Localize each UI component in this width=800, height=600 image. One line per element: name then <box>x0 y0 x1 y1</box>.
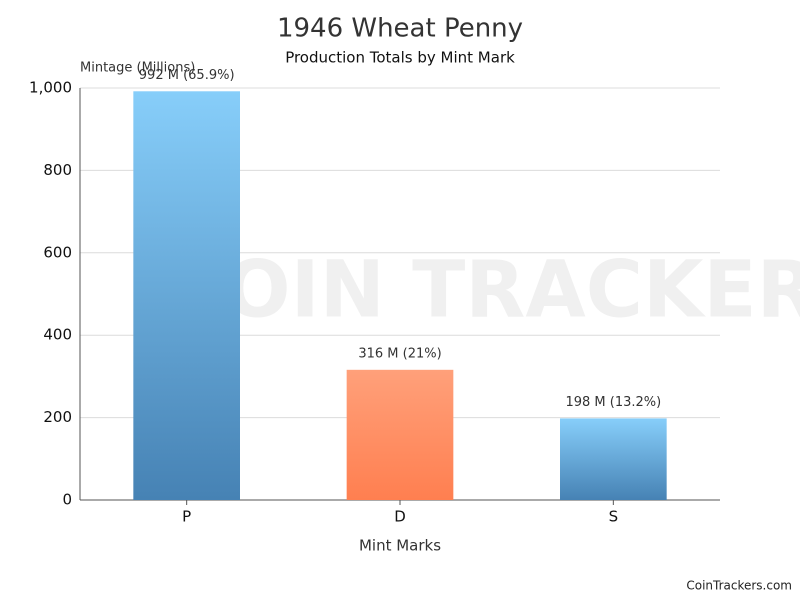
y-tick-label: 200 <box>43 408 72 426</box>
x-tick-label: D <box>394 508 406 526</box>
bar <box>133 91 240 501</box>
y-tick-label: 800 <box>43 161 72 179</box>
value-label: 316 M (21%) <box>358 346 441 361</box>
bar <box>560 418 667 500</box>
chart-subtitle: Production Totals by Mint Mark <box>285 49 515 67</box>
y-tick-label: 1,000 <box>29 79 72 97</box>
bar <box>346 369 454 500</box>
x-tick-label: S <box>609 508 619 526</box>
value-label: 198 M (13.2%) <box>565 395 661 410</box>
watermark: COIN TRACKERS <box>167 245 800 335</box>
y-axis-label: Mintage (Millions) <box>80 61 195 76</box>
chart-title: 1946 Wheat Penny <box>277 14 523 44</box>
y-tick-label: 400 <box>43 326 72 344</box>
y-tick-label: 0 <box>62 491 72 509</box>
y-tick-label: 600 <box>43 243 72 261</box>
value-label: 992 M (65.9%) <box>139 68 235 83</box>
x-axis-label: Mint Marks <box>359 537 441 555</box>
footer: CoinTrackers.com <box>686 579 792 593</box>
x-tick-label: P <box>182 508 191 526</box>
